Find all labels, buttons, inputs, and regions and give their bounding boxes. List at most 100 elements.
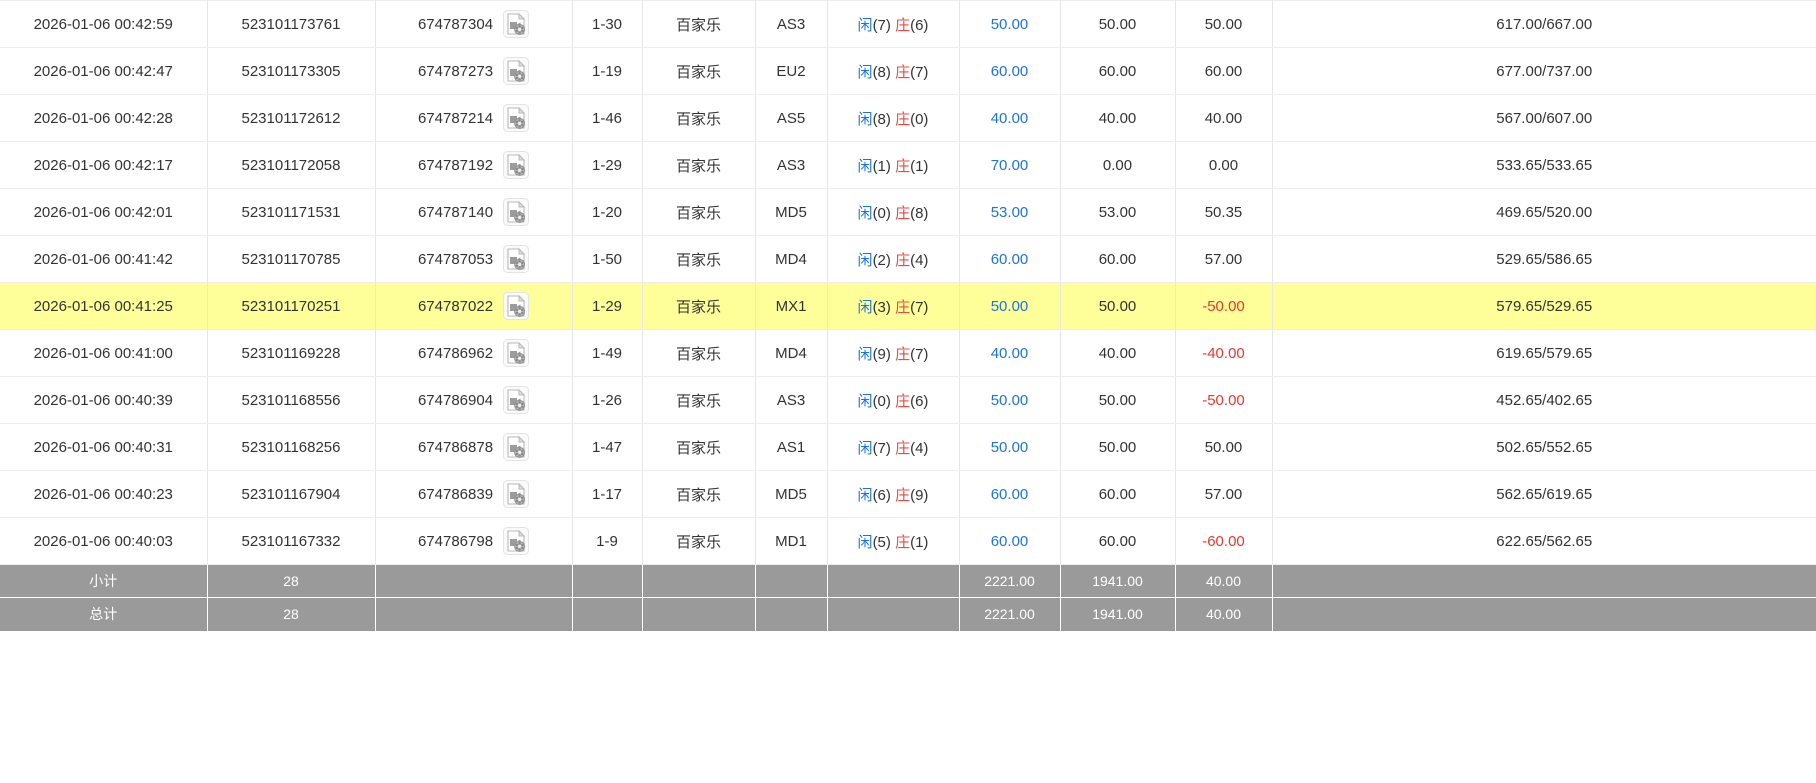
cell-bet-amount: 70.00 xyxy=(958,141,1061,189)
round-id-text: 674786904 xyxy=(417,391,494,409)
cell-round-id: 674786798 xyxy=(374,517,573,565)
cell-game-name: 百家乐 xyxy=(641,423,756,471)
summary-result xyxy=(826,564,960,598)
cell-bet-result: 闲(0) 庄(6) xyxy=(826,376,960,424)
cell-shoe-round: 1-30 xyxy=(571,0,643,48)
cell-bet-amount: 50.00 xyxy=(958,423,1061,471)
round-id-text: 674786962 xyxy=(417,344,494,362)
cell-balance: 452.65/402.65 xyxy=(1271,376,1816,424)
banker-label: 庄 xyxy=(895,251,911,269)
table-row[interactable]: 2026-01-06 00:40:23 523101167904 674786839… xyxy=(0,470,1816,518)
bet-records-body: 2026-01-06 00:42:59 523101173761 674787304… xyxy=(0,0,1816,565)
cell-bet-id: 523101168556 xyxy=(206,376,376,424)
player-label: 闲 xyxy=(857,204,873,222)
cell-bet-amount: 40.00 xyxy=(958,329,1061,377)
video-file-icon[interactable] xyxy=(503,151,530,179)
table-row[interactable]: 2026-01-06 00:40:31 523101168256 674786878… xyxy=(0,423,1816,471)
cell-bet-amount: 60.00 xyxy=(958,235,1061,283)
banker-label: 庄 xyxy=(895,486,911,504)
cell-game-name: 百家乐 xyxy=(641,517,756,565)
table-row[interactable]: 2026-01-06 00:40:39 523101168556 674786904… xyxy=(0,376,1816,424)
video-file-icon[interactable] xyxy=(503,339,530,367)
bet-records-table: 2026-01-06 00:42:59 523101173761 674787304… xyxy=(0,0,1816,631)
video-file-icon[interactable] xyxy=(503,527,530,555)
summary-count: 28 xyxy=(206,597,376,631)
summary-bet-amount: 2221.00 xyxy=(958,564,1061,598)
round-id-text: 674787022 xyxy=(417,297,494,315)
player-value: (1) xyxy=(872,157,891,175)
player-value: (8) xyxy=(872,110,891,128)
player-label: 闲 xyxy=(857,533,873,551)
video-file-icon[interactable] xyxy=(503,198,530,226)
cell-shoe-round: 1-29 xyxy=(571,282,643,330)
cell-game-name: 百家乐 xyxy=(641,47,756,95)
cell-game-name: 百家乐 xyxy=(641,329,756,377)
summary-total-row: 总计 28 2221.00 1941.00 40.00 xyxy=(0,597,1816,631)
video-file-icon[interactable] xyxy=(503,292,530,320)
video-file-icon[interactable] xyxy=(503,386,530,414)
summary-game xyxy=(641,564,756,598)
cell-bet-id: 523101169228 xyxy=(206,329,376,377)
cell-shoe-round: 1-26 xyxy=(571,376,643,424)
banker-label: 庄 xyxy=(895,16,911,34)
table-row[interactable]: 2026-01-06 00:42:47 523101173305 674787273… xyxy=(0,47,1816,95)
cell-bet-time: 2026-01-06 00:42:17 xyxy=(0,141,208,189)
player-value: (9) xyxy=(872,345,891,363)
cell-valid-bet: 60.00 xyxy=(1059,235,1176,283)
cell-balance: 617.00/667.00 xyxy=(1271,0,1816,48)
cell-payout: -50.00 xyxy=(1174,282,1273,330)
cell-balance: 622.65/562.65 xyxy=(1271,517,1816,565)
banker-value: (9) xyxy=(910,486,929,504)
video-file-icon[interactable] xyxy=(503,480,530,508)
banker-value: (4) xyxy=(910,251,929,269)
cell-round-id: 674787214 xyxy=(374,94,573,142)
cell-payout: 50.35 xyxy=(1174,188,1273,236)
cell-table-code: AS3 xyxy=(754,141,828,189)
round-id-text: 674787053 xyxy=(417,250,494,268)
cell-bet-result: 闲(8) 庄(0) xyxy=(826,94,960,142)
banker-value: (7) xyxy=(910,63,929,81)
table-row[interactable]: 2026-01-06 00:41:00 523101169228 674786962… xyxy=(0,329,1816,377)
video-file-icon[interactable] xyxy=(503,10,530,38)
cell-table-code: MD1 xyxy=(754,517,828,565)
video-file-icon[interactable] xyxy=(503,104,530,132)
cell-round-id: 674786878 xyxy=(374,423,573,471)
cell-balance: 469.65/520.00 xyxy=(1271,188,1816,236)
cell-bet-time: 2026-01-06 00:42:28 xyxy=(0,94,208,142)
video-file-icon[interactable] xyxy=(503,433,530,461)
banker-label: 庄 xyxy=(895,392,911,410)
cell-balance: 533.65/533.65 xyxy=(1271,141,1816,189)
cell-bet-result: 闲(8) 庄(7) xyxy=(826,47,960,95)
cell-bet-time: 2026-01-06 00:40:03 xyxy=(0,517,208,565)
round-id-text: 674787304 xyxy=(417,15,494,33)
table-row[interactable]: 2026-01-06 00:42:17 523101172058 674787192… xyxy=(0,141,1816,189)
cell-round-id: 674786962 xyxy=(374,329,573,377)
player-value: (6) xyxy=(872,486,891,504)
bet-records-summary: 小计 28 2221.00 1941.00 40.00 总计 28 2221.00 1941.0… xyxy=(0,564,1816,631)
cell-balance: 562.65/619.65 xyxy=(1271,470,1816,518)
player-value: (0) xyxy=(872,204,891,222)
cell-game-name: 百家乐 xyxy=(641,470,756,518)
summary-round-id xyxy=(374,564,573,598)
cell-bet-time: 2026-01-06 00:42:59 xyxy=(0,0,208,48)
player-label: 闲 xyxy=(857,486,873,504)
table-row[interactable]: 2026-01-06 00:40:03 523101167332 674786798… xyxy=(0,517,1816,565)
player-label: 闲 xyxy=(857,16,873,34)
cell-bet-time: 2026-01-06 00:41:00 xyxy=(0,329,208,377)
cell-round-id: 674787273 xyxy=(374,47,573,95)
table-row[interactable]: 2026-01-06 00:42:28 523101172612 674787214… xyxy=(0,94,1816,142)
player-label: 闲 xyxy=(857,298,873,316)
video-file-icon[interactable] xyxy=(503,57,530,85)
banker-value: (0) xyxy=(910,110,929,128)
table-row[interactable]: 2026-01-06 00:42:01 523101171531 674787140… xyxy=(0,188,1816,236)
table-row[interactable]: 2026-01-06 00:41:25 523101170251 674787022… xyxy=(0,282,1816,330)
table-row[interactable]: 2026-01-06 00:42:59 523101173761 674787304… xyxy=(0,0,1816,48)
table-row[interactable]: 2026-01-06 00:41:42 523101170785 674787053… xyxy=(0,235,1816,283)
summary-shoe xyxy=(571,597,643,631)
summary-round-id xyxy=(374,597,573,631)
video-file-icon[interactable] xyxy=(503,245,530,273)
player-label: 闲 xyxy=(857,157,873,175)
cell-bet-id: 523101173761 xyxy=(206,0,376,48)
banker-value: (1) xyxy=(910,157,929,175)
summary-shoe xyxy=(571,564,643,598)
